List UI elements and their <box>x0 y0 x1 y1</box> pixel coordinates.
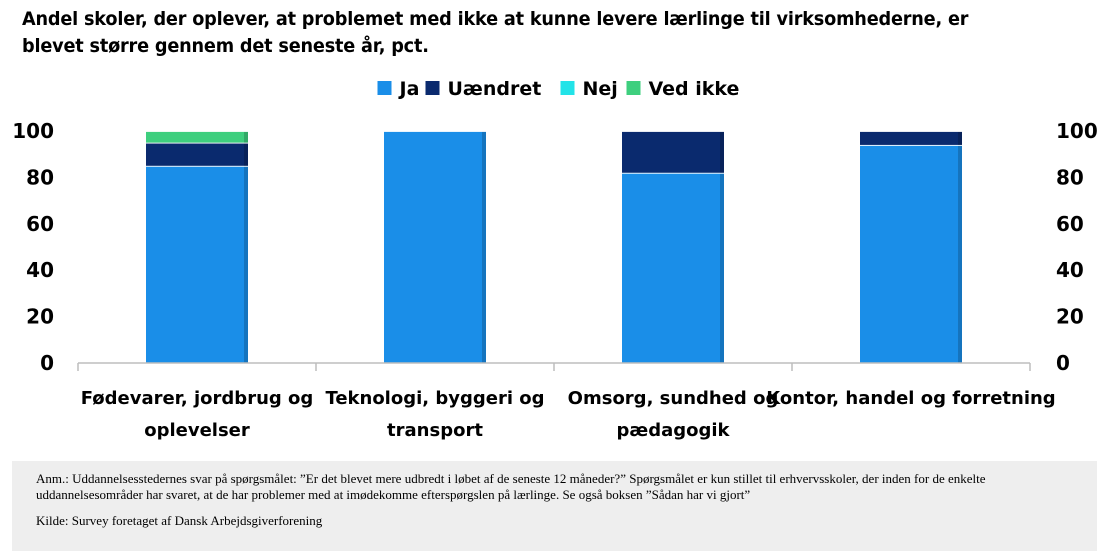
bar-shade-3-0 <box>958 144 962 363</box>
legend-label-2: Nej <box>583 78 618 100</box>
y-tick-right-2: 40 <box>1056 258 1084 282</box>
bar-shade-3-1 <box>958 131 962 145</box>
legend-label-0: Ja <box>398 78 420 100</box>
y-tick-left-0: 0 <box>40 351 54 375</box>
y-axis-left: 0 20 40 60 80 100 <box>12 119 54 375</box>
x-tick-label-0-0: Fødevarer, jordbrug og <box>81 388 314 409</box>
legend: Ja Uændret Nej Ved ikke <box>377 78 740 100</box>
bar-3-1 <box>860 131 962 145</box>
y-tick-right-4: 80 <box>1056 165 1084 189</box>
y-tick-right-0: 0 <box>1056 351 1070 375</box>
source-text: Kilde: Survey foretaget af Dansk Arbejds… <box>36 513 323 528</box>
bar-shade-2-1 <box>720 131 724 173</box>
note-text: Anm.: Uddannelsesstedernes svar på spørg… <box>36 471 986 502</box>
y-tick-right-1: 20 <box>1056 305 1084 329</box>
x-tick-label-1-1: transport <box>387 420 483 441</box>
bar-2-0 <box>622 172 724 363</box>
x-tick-label-0-1: oplevelser <box>144 420 250 441</box>
x-tick-label-3-0: Kontor, handel og forretning <box>766 388 1055 409</box>
note-box: Anm.: Uddannelsesstedernes svar på spørg… <box>12 461 1097 551</box>
x-tick-label-1-0: Teknologi, byggeri og <box>325 388 544 409</box>
y-tick-left-2: 40 <box>26 258 54 282</box>
legend-swatch-3 <box>626 81 641 95</box>
y-tick-left-3: 60 <box>26 212 54 236</box>
y-tick-left-1: 20 <box>26 305 54 329</box>
bar-shade-0-3 <box>244 131 248 143</box>
x-axis: Fødevarer, jordbrug og oplevelser Teknolog… <box>77 362 1056 441</box>
y-tick-left-5: 100 <box>12 119 54 143</box>
stacked-bar-chart: Ja Uændret Nej Ved ikke 0 20 40 60 80 100 0 20 40 6… <box>12 78 1098 441</box>
y-tick-right-5: 100 <box>1056 119 1098 143</box>
bars <box>146 130 962 363</box>
bar-shade-2-0 <box>720 172 724 363</box>
bar-0-3 <box>146 131 248 143</box>
y-tick-left-4: 80 <box>26 165 54 189</box>
legend-swatch-0 <box>377 81 392 95</box>
legend-label-1: Uændret <box>448 78 542 100</box>
bar-shade-0-1 <box>244 142 248 166</box>
bar-shade-0-0 <box>244 165 248 363</box>
legend-swatch-1 <box>425 81 440 95</box>
y-tick-right-3: 60 <box>1056 212 1084 236</box>
x-tick-label-2-0: Omsorg, sundhed og <box>568 388 779 409</box>
chart-title: Andel skoler, der oplever, at problemet … <box>22 8 969 57</box>
bar-2-1 <box>622 131 724 173</box>
bar-3-0 <box>860 144 962 363</box>
bar-sep-0-3 <box>146 130 248 132</box>
bar-0-1 <box>146 142 248 166</box>
bar-1-0 <box>384 131 486 363</box>
bar-sep-1-0 <box>384 130 486 132</box>
legend-label-3: Ved ikke <box>649 78 740 100</box>
bar-shade-1-0 <box>482 131 486 363</box>
legend-swatch-2 <box>560 81 575 95</box>
bar-0-0 <box>146 165 248 363</box>
x-tick-label-2-1: pædagogik <box>616 420 730 441</box>
bar-sep-3-1 <box>860 130 962 132</box>
y-axis-right: 0 20 40 60 80 100 <box>1056 119 1098 375</box>
bar-sep-2-1 <box>622 130 724 132</box>
